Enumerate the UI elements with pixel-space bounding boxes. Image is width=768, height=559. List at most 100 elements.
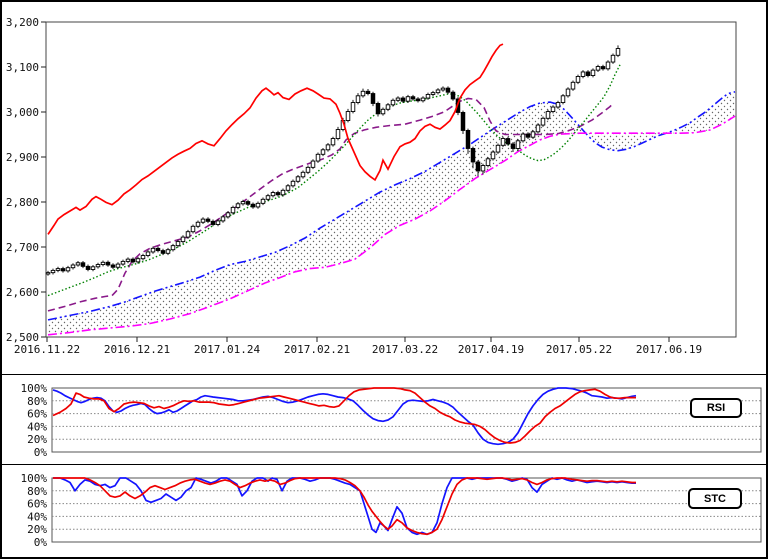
candle xyxy=(540,116,546,127)
candle xyxy=(295,175,301,184)
candle xyxy=(555,100,561,109)
y-tick-label: 20% xyxy=(27,523,47,536)
stc-blue-line xyxy=(53,477,636,536)
y-tick-label: 3,200 xyxy=(6,16,39,29)
candle xyxy=(90,265,96,272)
candle xyxy=(350,99,356,114)
price-axes: 3,200 3,100 3,000 2,900 2,800 2,700 2,600 2,500… xyxy=(6,16,737,356)
rsi-chart-canvas[interactable]: 100%80%60%40%20%0% xyxy=(0,375,768,464)
y-tick-label: 2,900 xyxy=(6,151,39,164)
y-tick-label: 40% xyxy=(27,420,47,433)
x-tick-label: 2017.02.21 xyxy=(284,343,350,356)
candle xyxy=(520,132,526,143)
candle xyxy=(45,270,51,276)
candle xyxy=(120,259,126,266)
candle xyxy=(380,107,386,116)
y-tick-label: 40% xyxy=(27,510,47,523)
candle xyxy=(255,201,261,209)
candlestick-series xyxy=(45,45,621,276)
candle xyxy=(195,220,201,229)
candle xyxy=(200,217,206,225)
candle xyxy=(125,257,131,264)
candle xyxy=(400,96,406,103)
candle xyxy=(170,243,176,252)
price-chart-canvas[interactable]: 3,200 3,100 3,000 2,900 2,800 2,700 2,600 2,500… xyxy=(0,0,768,374)
candle xyxy=(460,110,466,135)
rsi-panel-section: 100% 80% 60% 40% 20% 0% RSI xyxy=(0,375,768,465)
candle xyxy=(410,94,416,101)
candle xyxy=(280,188,286,197)
y-tick-label: 80% xyxy=(27,395,47,408)
candle xyxy=(570,80,576,91)
y-tick-label: 100% xyxy=(21,472,48,485)
candle xyxy=(415,97,421,103)
stc-chart-canvas[interactable]: 100%80%60%40%20%0% xyxy=(0,465,768,559)
candle xyxy=(80,260,86,269)
candle xyxy=(225,211,231,219)
candle xyxy=(325,143,331,152)
candle xyxy=(85,264,91,272)
candle xyxy=(390,98,396,107)
candle xyxy=(470,146,476,169)
stc-red-line xyxy=(53,477,636,536)
candle xyxy=(490,150,496,161)
candle xyxy=(345,108,351,123)
candle xyxy=(115,262,121,270)
candle xyxy=(160,248,166,256)
candle xyxy=(65,265,71,273)
y-tick-label: 0% xyxy=(34,446,48,459)
candle xyxy=(130,257,136,264)
candle xyxy=(75,260,81,267)
candle xyxy=(435,88,441,95)
candle xyxy=(55,266,61,273)
candle xyxy=(100,260,106,267)
candle xyxy=(560,94,566,105)
candle xyxy=(595,64,601,72)
candle xyxy=(300,170,306,179)
candle xyxy=(405,94,411,103)
candle xyxy=(420,96,426,103)
candle xyxy=(165,247,171,256)
candle xyxy=(615,45,621,58)
candle xyxy=(465,128,471,154)
candle xyxy=(565,87,571,98)
x-tick-label: 2017.06.19 xyxy=(636,343,702,356)
y-tick-label: 2,700 xyxy=(6,241,39,254)
y-tick-label: 100% xyxy=(21,382,48,395)
candle xyxy=(320,148,326,157)
y-tick-label: 60% xyxy=(27,408,47,421)
candle xyxy=(330,136,336,147)
candle xyxy=(500,136,506,148)
candle xyxy=(240,199,246,206)
candle xyxy=(385,103,391,112)
candle xyxy=(290,179,296,188)
candle xyxy=(270,190,276,198)
candle xyxy=(505,136,511,146)
candle xyxy=(395,96,401,103)
candle xyxy=(315,152,321,163)
stc-axes: 100%80%60%40%20%0% xyxy=(21,472,762,549)
candle xyxy=(530,130,536,139)
candle xyxy=(265,193,271,202)
candle xyxy=(105,260,111,267)
candle xyxy=(495,143,501,154)
candle xyxy=(190,224,196,234)
rsi-red-line xyxy=(52,387,636,444)
y-tick-label: 3,000 xyxy=(6,106,39,119)
candle xyxy=(285,184,291,193)
candle xyxy=(60,266,66,273)
candle xyxy=(310,159,316,170)
candle xyxy=(605,60,611,71)
candle xyxy=(245,199,251,207)
price-chart-section: 3,200 3,100 3,000 2,900 2,800 2,700 2,600 2,500… xyxy=(0,0,768,375)
candle xyxy=(510,142,516,153)
candle xyxy=(365,89,371,96)
candle xyxy=(485,157,491,168)
candle xyxy=(515,139,521,151)
candle xyxy=(355,93,361,105)
x-tick-label: 2017.04.19 xyxy=(458,343,524,356)
y-tick-label: 60% xyxy=(27,498,47,511)
y-tick-label: 3,100 xyxy=(6,61,39,74)
candle xyxy=(580,70,586,79)
candle xyxy=(110,263,116,270)
